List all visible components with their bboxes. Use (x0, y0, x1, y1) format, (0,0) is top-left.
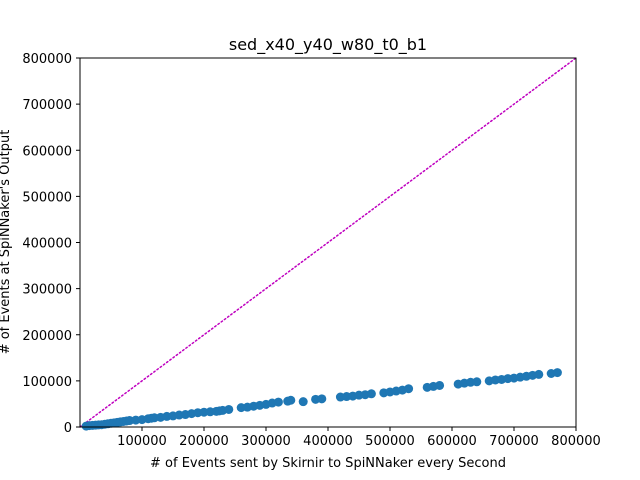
data-point (534, 369, 544, 379)
x-tick-label: 400000 (303, 434, 353, 449)
y-tick-label: 100000 (22, 375, 72, 390)
chart-title: sed_x40_y40_w80_t0_b1 (229, 35, 427, 55)
y-tick-label: 500000 (22, 190, 72, 205)
y-axis: 0 100000 200000 300000 400000 500000 600000 700… (22, 52, 80, 436)
data-point (317, 394, 327, 404)
y-tick-label: 800000 (22, 52, 72, 67)
x-tick-label: 100000 (117, 434, 167, 449)
x-tick-label: 800000 (551, 434, 601, 449)
data-point (472, 377, 482, 387)
y-tick-label: 300000 (22, 283, 72, 298)
data-point (552, 368, 562, 378)
y-tick-label: 700000 (22, 98, 72, 113)
data-point (273, 397, 283, 407)
y-tick-label: 400000 (22, 237, 72, 252)
x-axis: 100000 200000 300000 400000 500000 600000 7000… (117, 427, 601, 449)
data-point (298, 397, 308, 407)
x-tick-label: 700000 (489, 434, 539, 449)
data-point (435, 380, 445, 390)
y-axis-label: # of Events at SpiNNaker's Output (0, 130, 13, 355)
x-tick-label: 200000 (179, 434, 229, 449)
x-tick-label: 500000 (365, 434, 415, 449)
data-point (404, 384, 414, 394)
y-tick-label: 200000 (22, 329, 72, 344)
y-tick-label: 600000 (22, 144, 72, 159)
x-axis-label: # of Events sent by Skirnir to SpiNNaker… (150, 456, 506, 471)
x-tick-label: 600000 (427, 434, 477, 449)
reference-diagonal-line (79, 57, 577, 428)
x-tick-label: 300000 (241, 434, 291, 449)
plot-area (79, 57, 577, 431)
data-point (286, 395, 296, 405)
y-tick-label: 0 (64, 421, 72, 436)
data-point (366, 389, 376, 399)
data-point (224, 404, 234, 414)
